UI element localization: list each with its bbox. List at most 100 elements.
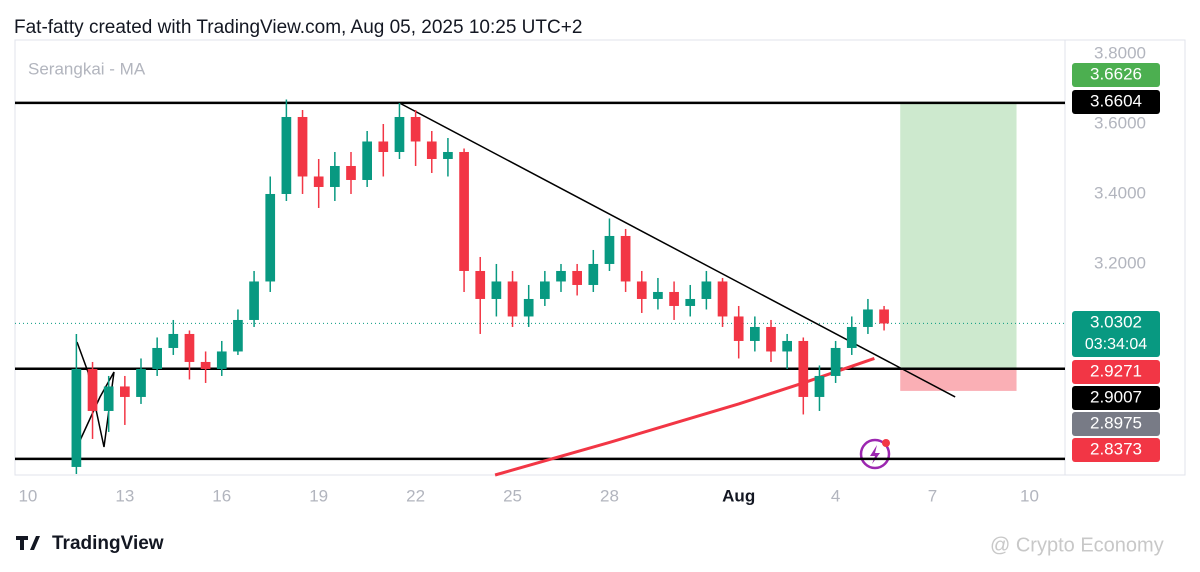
candle-body (669, 291, 679, 306)
price-label-box (1072, 360, 1160, 384)
candle-body (87, 368, 98, 411)
candle (249, 270, 259, 327)
candle (410, 109, 421, 166)
candle (750, 316, 760, 352)
candle-body (184, 333, 195, 362)
x-tick-label: 10 (18, 486, 37, 505)
x-tick-label: 19 (309, 486, 328, 505)
price-label: 3.6626 (1090, 64, 1142, 83)
candle (507, 270, 518, 327)
candle (378, 123, 389, 177)
y-tick-label: 3.4000 (1094, 183, 1146, 202)
candle (168, 319, 179, 355)
candle (669, 281, 679, 320)
candle-body (620, 235, 631, 282)
candle (71, 333, 82, 474)
candle-body (572, 270, 582, 285)
price-label-box (1072, 90, 1160, 114)
candle-body (798, 340, 809, 397)
candle-body (378, 141, 389, 152)
candle-body (750, 326, 760, 341)
logo-icon (16, 536, 40, 550)
price-label: 2.9271 (1090, 361, 1142, 380)
candle (136, 358, 146, 404)
candle (717, 277, 728, 327)
candle (636, 270, 647, 313)
candle-body (588, 263, 599, 285)
candle (426, 130, 437, 173)
candle-body (168, 333, 179, 348)
target-zone (900, 102, 1017, 370)
candle (782, 333, 792, 369)
brand: TradingView (52, 533, 164, 554)
candle (556, 263, 566, 292)
x-tick-label: 22 (406, 486, 425, 505)
candle-body (410, 116, 421, 142)
candle-body (766, 326, 776, 352)
x-tick-label: 28 (600, 486, 619, 505)
candle (233, 309, 243, 355)
stop-zone (900, 369, 1017, 391)
x-tick-label: 25 (503, 486, 522, 505)
x-tick-label: 4 (831, 486, 840, 505)
candle (733, 305, 744, 359)
candle-body (507, 281, 518, 317)
candle-body (249, 281, 259, 320)
candle (798, 337, 809, 415)
candle-body (475, 270, 486, 299)
candle-body (863, 309, 873, 327)
candle (685, 284, 696, 317)
candle (879, 305, 889, 331)
candle (200, 351, 211, 383)
candle-body (733, 316, 744, 341)
candle-body (540, 281, 550, 299)
candle-body (604, 235, 615, 264)
price-label-box (1072, 412, 1160, 436)
x-tick-label: 7 (928, 486, 937, 505)
candle-body (830, 347, 841, 376)
candle-body (281, 116, 292, 194)
candle-body (814, 375, 825, 397)
candle (701, 270, 712, 310)
candle (540, 270, 550, 306)
candle (394, 102, 405, 159)
candle-body (346, 165, 356, 180)
candle-body (136, 368, 146, 397)
x-tick-label: 16 (212, 486, 231, 505)
candle (330, 151, 340, 201)
candle (313, 158, 324, 208)
candle-body (200, 361, 211, 369)
candle-body (233, 319, 243, 352)
candle (297, 109, 308, 194)
candle (120, 375, 130, 425)
price-label: 3.6604 (1090, 91, 1142, 110)
candle-body (426, 141, 437, 159)
footer-logo: TradingView (16, 533, 164, 554)
candle-body (265, 193, 276, 282)
candle-body (685, 298, 696, 306)
candle-body (362, 141, 372, 180)
price-label: 2.9007 (1090, 387, 1142, 406)
candle (588, 249, 599, 292)
candle-body (152, 347, 162, 369)
price-label: 2.8975 (1090, 413, 1142, 432)
y-tick-label: 3.2000 (1094, 253, 1146, 272)
icon-bolt (870, 445, 880, 464)
candle (459, 148, 469, 292)
x-tick-label: 10 (1020, 486, 1039, 505)
header: Fat-fatty created with TradingView.com, … (14, 17, 582, 38)
candle-body (701, 281, 712, 299)
x-tick-label: 13 (115, 486, 134, 505)
candle (281, 99, 292, 201)
candle-body (556, 270, 566, 282)
price-label: 2.8373 (1090, 439, 1142, 458)
candle-body (782, 340, 792, 352)
candle (863, 298, 873, 334)
candle-body (313, 176, 324, 187)
trend-line (399, 102, 956, 398)
candle-body (523, 298, 534, 317)
candle (523, 284, 534, 327)
candle (362, 130, 372, 187)
candle (766, 319, 776, 362)
